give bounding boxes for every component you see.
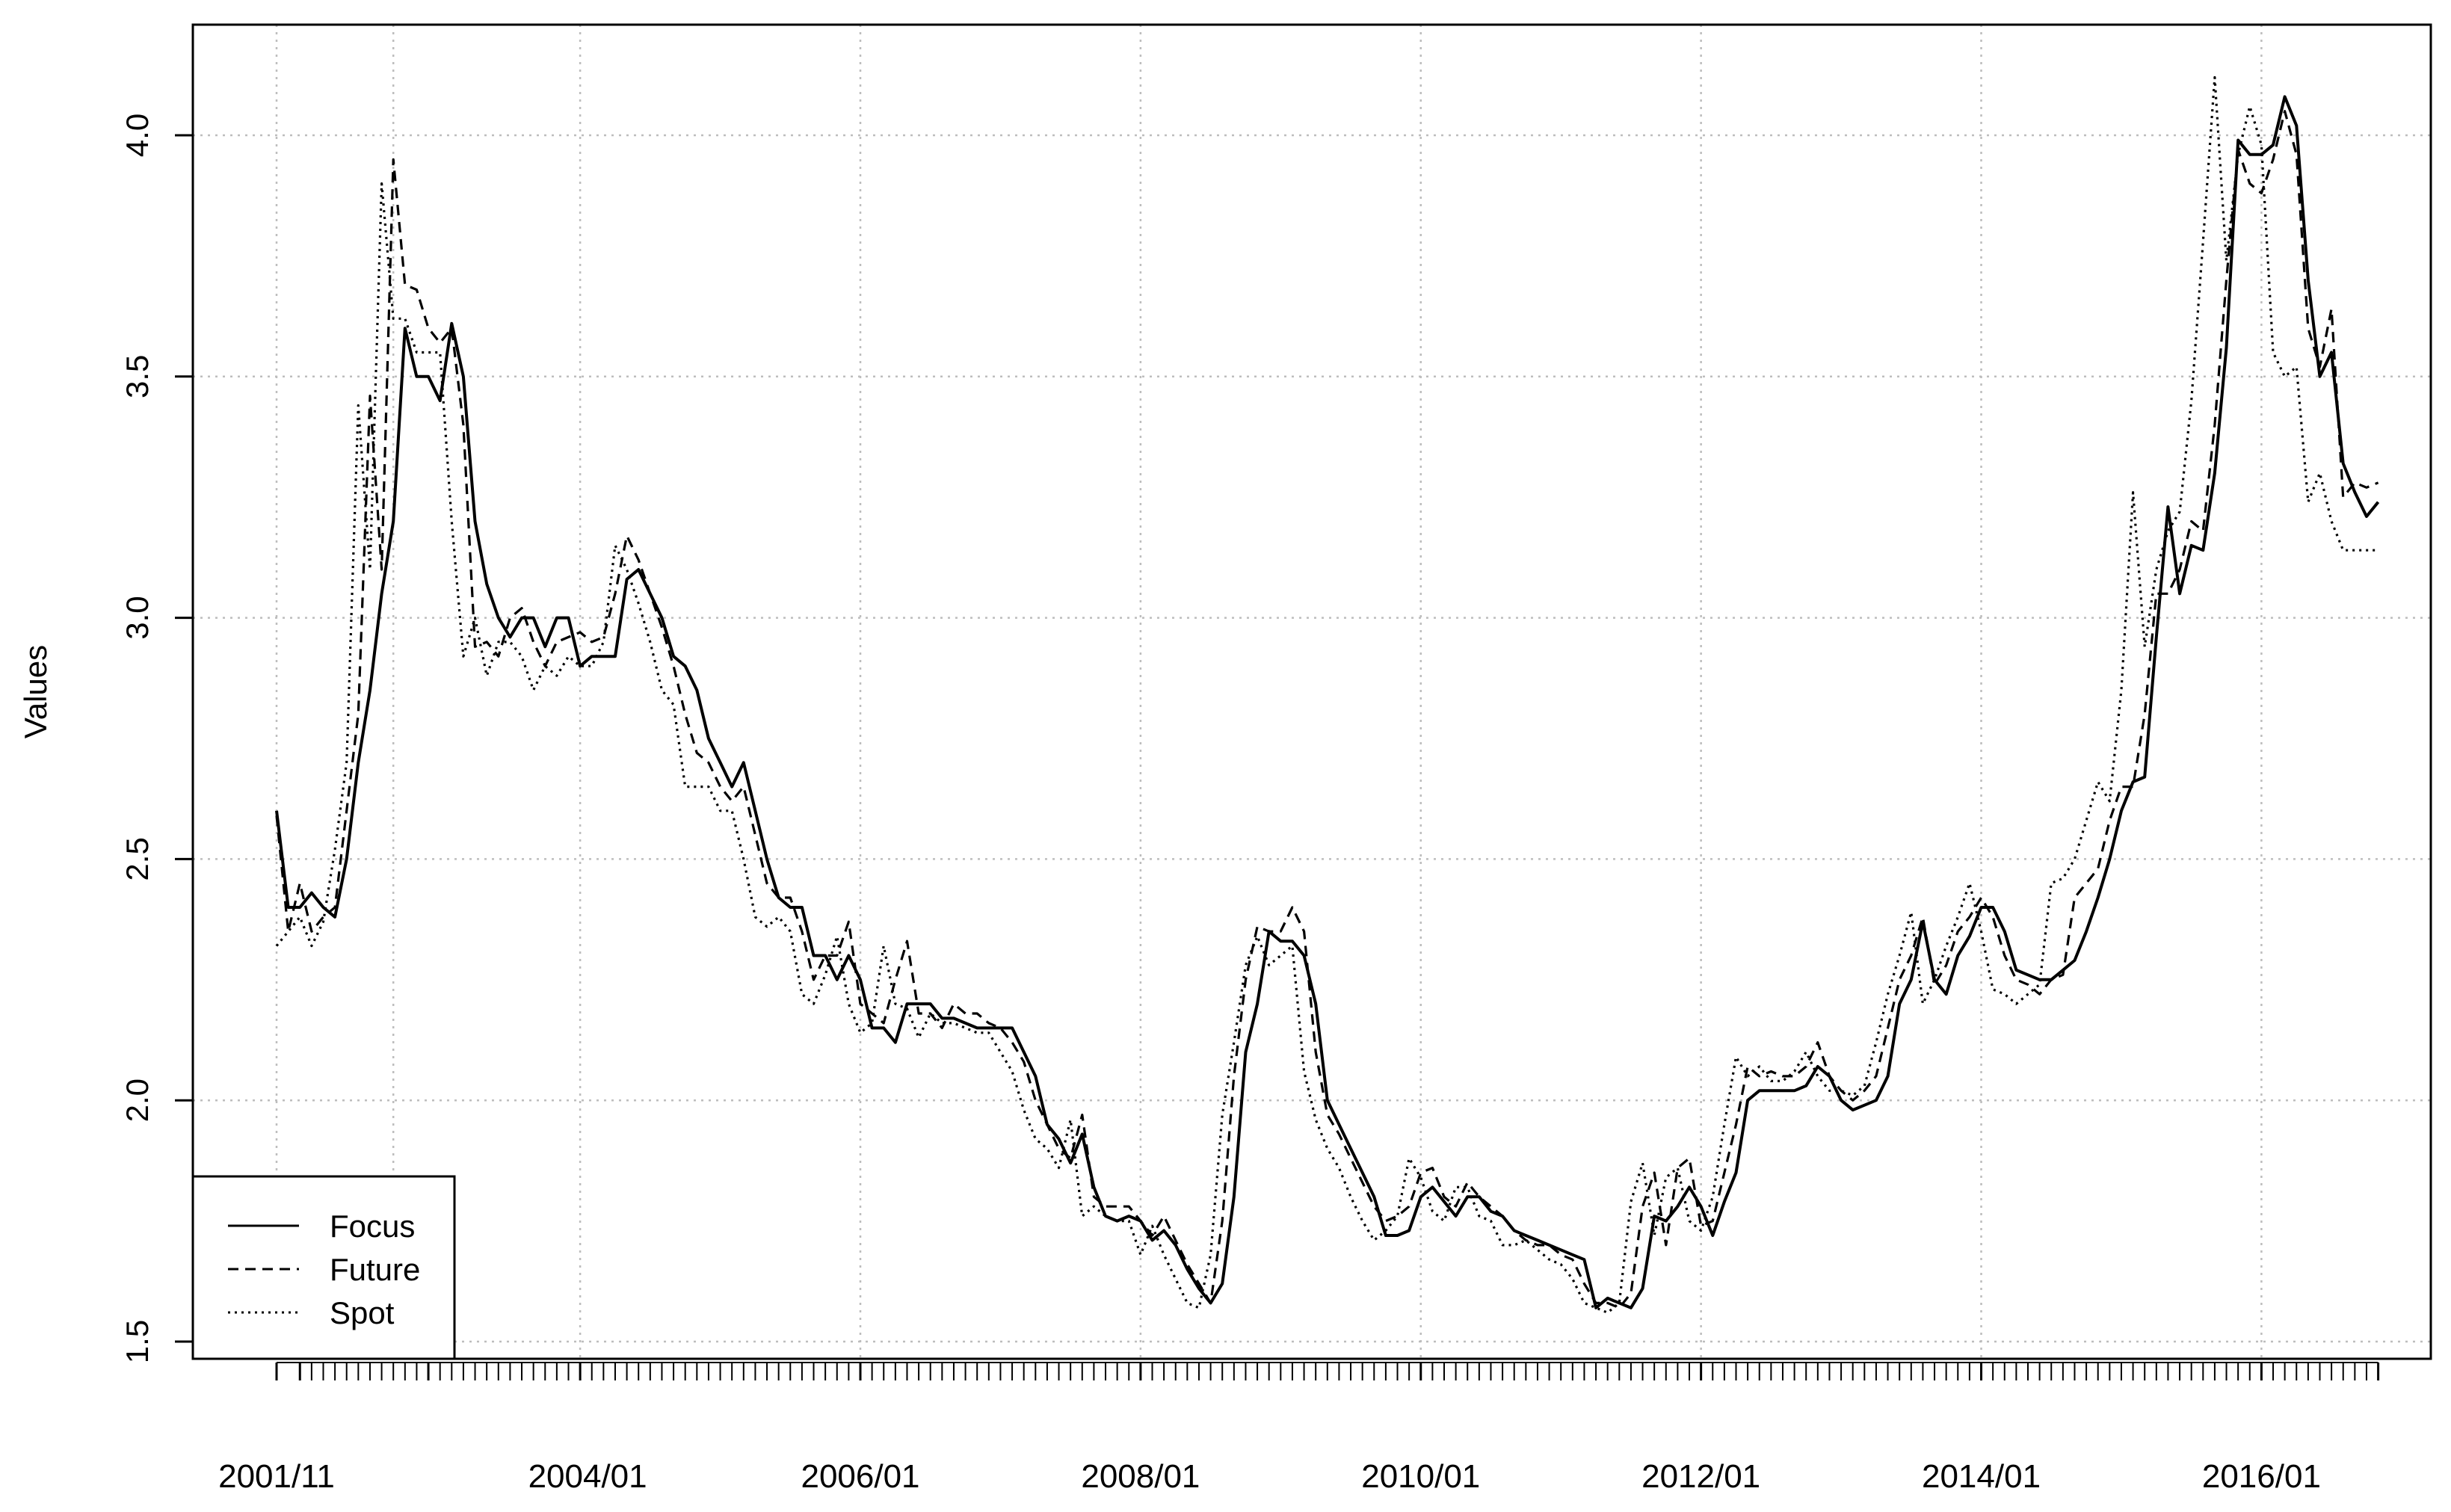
x-axis: 2001/11 2004/01 2006/01 2008/01 2010/01 2012/… xyxy=(218,1362,2380,1495)
y-axis: 1.5 2.0 2.5 3.0 3.5 4.0 xyxy=(120,114,193,1363)
x-tick-label: 2001/11 xyxy=(218,1458,335,1495)
x-tick-label: 2008/01 xyxy=(1081,1458,1200,1495)
legend-label-focus: Focus xyxy=(330,1209,415,1244)
series-line-future xyxy=(275,110,2379,1309)
x-tick-label: 2004/01 xyxy=(528,1458,647,1495)
grid-layer xyxy=(193,25,2431,1359)
legend-box xyxy=(191,1175,456,1360)
x-tick-label: 2010/01 xyxy=(1361,1458,1480,1495)
y-tick-label: 1.5 xyxy=(120,1320,155,1363)
x-tick-label: 2012/01 xyxy=(1641,1458,1760,1495)
y-tick-label: 3.5 xyxy=(120,355,155,398)
y-tick-label: 2.0 xyxy=(120,1079,155,1122)
y-axis-label: Values xyxy=(18,645,53,738)
y-tick-label: 3.0 xyxy=(120,596,155,639)
series-line-focus xyxy=(275,95,2380,1309)
y-tick-label: 2.5 xyxy=(120,837,155,880)
legend-label-future: Future xyxy=(330,1252,420,1287)
x-tick-label: 2014/01 xyxy=(1922,1458,2041,1495)
legend-label-spot: Spot xyxy=(330,1295,395,1330)
legend: Focus Future Spot xyxy=(191,1175,456,1360)
series-line-spot xyxy=(275,75,2378,1314)
plot-frame xyxy=(191,23,2432,1360)
y-tick-label: 4.0 xyxy=(120,114,155,157)
x-tick-label: 2016/01 xyxy=(2202,1458,2321,1495)
x-tick-label: 2006/01 xyxy=(801,1458,919,1495)
series-layer xyxy=(275,75,2380,1314)
